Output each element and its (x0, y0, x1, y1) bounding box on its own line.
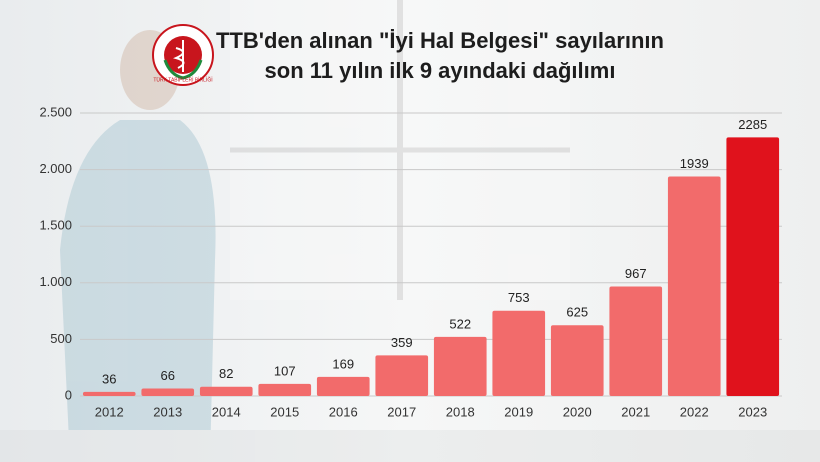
value-label: 82 (219, 366, 233, 381)
bar (258, 383, 312, 396)
bar (726, 137, 780, 396)
value-label: 66 (161, 368, 175, 383)
bar (609, 286, 663, 396)
bar (141, 388, 195, 396)
x-tick-label: 2023 (738, 404, 767, 419)
chart-title: TTB'den alınan "İyi Hal Belgesi" sayılar… (216, 28, 664, 53)
bar (82, 391, 136, 396)
value-label: 359 (391, 335, 413, 350)
logo-text: TÜRK TABİPLERİ BİRLİĞİ (153, 76, 212, 83)
x-tick-label: 2017 (387, 404, 416, 419)
x-tick-label: 2018 (446, 404, 475, 419)
y-tick-label: 2.000 (39, 161, 72, 176)
x-tick-label: 2012 (95, 404, 124, 419)
y-tick-label: 1.000 (39, 274, 72, 289)
chart-title: son 11 yılın ilk 9 ayındaki dağılımı (265, 58, 616, 83)
value-label: 753 (508, 290, 530, 305)
y-tick-label: 500 (50, 331, 72, 346)
x-tick-label: 2019 (504, 404, 533, 419)
logo: TÜRK TABİPLERİ BİRLİĞİ (152, 24, 214, 86)
bar (550, 325, 604, 396)
value-label: 36 (102, 371, 116, 386)
x-tick-label: 2021 (621, 404, 650, 419)
bar (492, 310, 546, 396)
y-tick-label: 2.500 (39, 104, 72, 119)
value-label: 2285 (738, 117, 767, 132)
x-tick-label: 2015 (270, 404, 299, 419)
x-tick-label: 2014 (212, 404, 241, 419)
x-tick-label: 2013 (153, 404, 182, 419)
y-tick-label: 1.500 (39, 218, 72, 233)
value-label: 967 (625, 266, 647, 281)
value-label: 522 (449, 316, 471, 331)
bar (375, 355, 429, 396)
value-label: 1939 (680, 156, 709, 171)
bar (199, 386, 253, 396)
bar (667, 176, 721, 396)
x-tick-label: 2016 (329, 404, 358, 419)
value-label: 625 (566, 305, 588, 320)
value-label: 107 (274, 363, 296, 378)
y-tick-label: 0 (65, 387, 72, 402)
bar (316, 376, 370, 396)
bar (433, 336, 487, 396)
x-tick-label: 2020 (563, 404, 592, 419)
x-tick-label: 2022 (680, 404, 709, 419)
value-label: 169 (332, 356, 354, 371)
